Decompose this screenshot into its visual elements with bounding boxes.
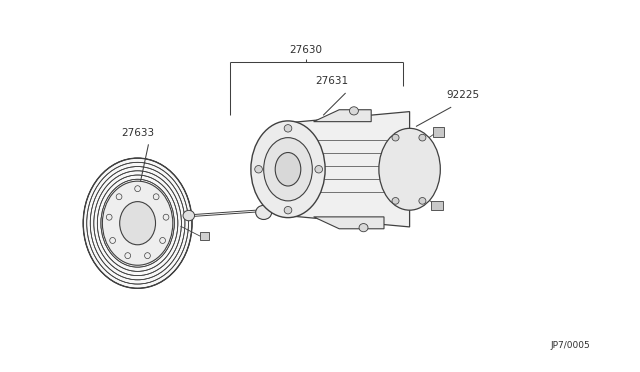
FancyBboxPatch shape: [200, 232, 209, 240]
Polygon shape: [314, 217, 384, 229]
Ellipse shape: [120, 202, 156, 245]
Ellipse shape: [349, 107, 358, 115]
Text: JP7/0005: JP7/0005: [550, 341, 590, 350]
Ellipse shape: [284, 125, 292, 132]
Ellipse shape: [251, 121, 325, 218]
FancyBboxPatch shape: [433, 127, 444, 137]
Ellipse shape: [419, 134, 426, 141]
Ellipse shape: [102, 181, 173, 265]
Ellipse shape: [255, 166, 262, 173]
Ellipse shape: [359, 224, 368, 232]
Text: 27630: 27630: [289, 45, 323, 55]
Text: 92225: 92225: [447, 90, 480, 100]
Ellipse shape: [256, 205, 272, 219]
FancyBboxPatch shape: [431, 201, 443, 210]
Ellipse shape: [392, 198, 399, 204]
Ellipse shape: [183, 210, 195, 221]
Text: 27633: 27633: [121, 128, 154, 138]
Ellipse shape: [264, 138, 312, 201]
Ellipse shape: [392, 134, 399, 141]
Text: 27631: 27631: [315, 76, 348, 86]
Ellipse shape: [83, 158, 192, 288]
Ellipse shape: [379, 128, 440, 210]
Ellipse shape: [284, 206, 292, 214]
Ellipse shape: [419, 198, 426, 204]
Ellipse shape: [275, 153, 301, 186]
Polygon shape: [314, 110, 371, 122]
Polygon shape: [288, 112, 410, 227]
Ellipse shape: [315, 166, 323, 173]
